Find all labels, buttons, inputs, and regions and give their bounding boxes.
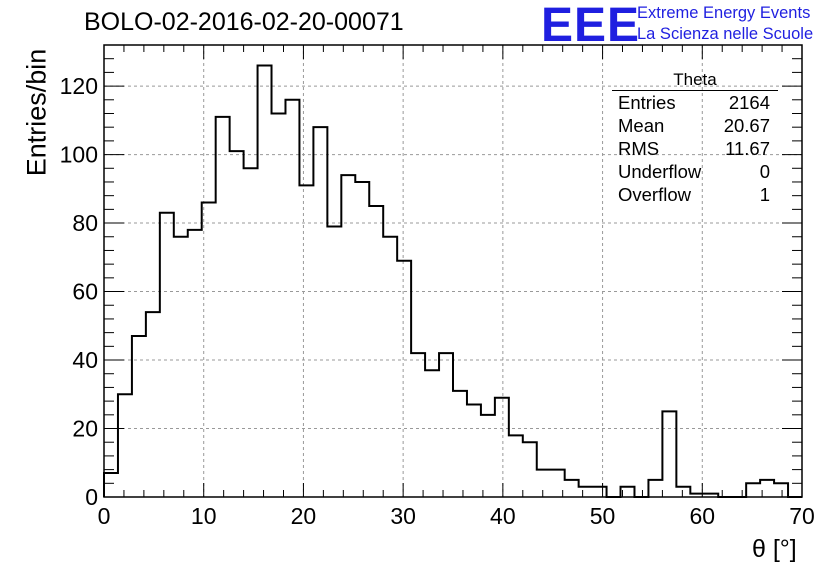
stats-label: RMS <box>618 138 660 159</box>
x-tick-label: 30 <box>390 503 416 529</box>
stats-row: Mean 20.67 <box>612 114 778 137</box>
stats-row: Underflow 0 <box>612 160 778 183</box>
stats-value: 20.67 <box>723 115 770 136</box>
stats-label: Entries <box>618 92 676 113</box>
x-tick-label: 10 <box>191 503 217 529</box>
x-tick-label: 40 <box>490 503 516 529</box>
stats-label: Mean <box>618 115 665 136</box>
stats-label: Overflow <box>618 184 691 205</box>
y-tick-label: 120 <box>60 73 98 99</box>
stats-label: Underflow <box>618 161 702 182</box>
x-tick-label: 20 <box>291 503 317 529</box>
x-tick-label: 0 <box>98 503 111 529</box>
stats-row: Entries 2164 <box>612 91 778 114</box>
x-tick-label: 50 <box>590 503 616 529</box>
y-tick-label: 80 <box>72 210 98 236</box>
stats-box: Theta Entries 2164 Mean 20.67 RMS 11.67 … <box>612 70 778 206</box>
y-tick-label: 60 <box>72 279 98 305</box>
y-tick-label: 0 <box>85 484 98 510</box>
y-tick-label: 20 <box>72 416 98 442</box>
x-tick-label: 70 <box>789 503 815 529</box>
stats-row: RMS 11.67 <box>612 137 778 160</box>
stats-value: 1 <box>759 184 770 205</box>
stats-value: 2164 <box>728 92 770 113</box>
chart-title: BOLO-02-2016-02-20-00071 <box>84 8 404 36</box>
plot-frame <box>103 44 803 498</box>
y-tick-label: 40 <box>72 347 98 373</box>
y-axis-label: Entries/bin <box>21 48 52 177</box>
y-tick-label: 100 <box>60 142 98 168</box>
stats-value: 0 <box>759 161 770 182</box>
x-axis-label: θ [°] <box>752 535 797 563</box>
logo-subtitle-1: Extreme Energy Events <box>637 4 811 22</box>
stats-value: 11.67 <box>725 138 770 159</box>
histogram-series <box>103 64 802 498</box>
eee-logo: EEE <box>541 0 641 52</box>
stats-row: Overflow 1 <box>612 183 778 206</box>
stats-title: Theta <box>612 70 778 91</box>
logo-subtitle-2: La Scienza nelle Scuole <box>637 25 814 43</box>
x-tick-label: 60 <box>689 503 715 529</box>
